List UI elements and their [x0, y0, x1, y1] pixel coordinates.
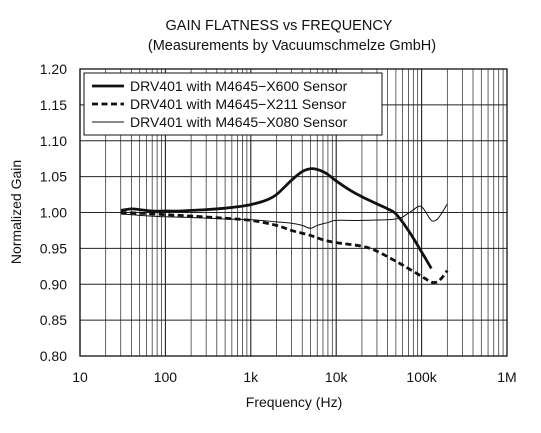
x-tick-label: 1M [497, 369, 516, 385]
x-tick-label: 100k [406, 369, 437, 385]
legend-label-1: DRV401 with M4645−X600 Sensor [130, 78, 348, 94]
y-tick-label: 0.80 [40, 348, 67, 364]
series-line-3 [120, 203, 448, 229]
series-layer [120, 167, 449, 285]
x-tick-label: 10 [72, 369, 88, 385]
y-tick-label: 1.15 [40, 97, 67, 113]
series-line-1 [120, 167, 433, 270]
plot-frame [79, 68, 508, 357]
y-tick-label: 1.05 [40, 169, 67, 185]
legend-label-2: DRV401 with M4645−X211 Sensor [130, 96, 347, 112]
y-axis-label: Normalized Gain [8, 160, 24, 264]
y-tick-label: 1.20 [40, 61, 67, 77]
legend-label-3: DRV401 with M4645−X080 Sensor [130, 114, 348, 130]
x-tick-label: 100 [154, 369, 178, 385]
y-tick-label: 1.00 [40, 205, 67, 221]
chart-subtitle: (Measurements by Vacuumschmelze GmbH) [148, 38, 436, 54]
legend: DRV401 with M4645−X600 Sensor DRV401 with… [83, 72, 383, 136]
x-tick-label: 10k [325, 369, 349, 385]
y-tick-label: 0.90 [40, 276, 67, 292]
series-line-2 [120, 211, 449, 285]
y-tick-label: 0.95 [40, 240, 67, 256]
y-tick-labels: 0.80 0.85 0.90 0.95 1.00 1.05 1.10 1.15 1.20 [40, 61, 67, 364]
x-axis-label: Frequency (Hz) [246, 394, 342, 410]
legend-box [83, 72, 383, 136]
x-tick-labels: 10 100 1k 10k 100k 1M [72, 369, 517, 385]
x-tick-label: 1k [243, 369, 259, 385]
y-tick-label: 0.85 [40, 312, 67, 328]
y-tick-label: 1.10 [40, 133, 67, 149]
chart-title: GAIN FLATNESS vs FREQUENCY [166, 18, 393, 34]
